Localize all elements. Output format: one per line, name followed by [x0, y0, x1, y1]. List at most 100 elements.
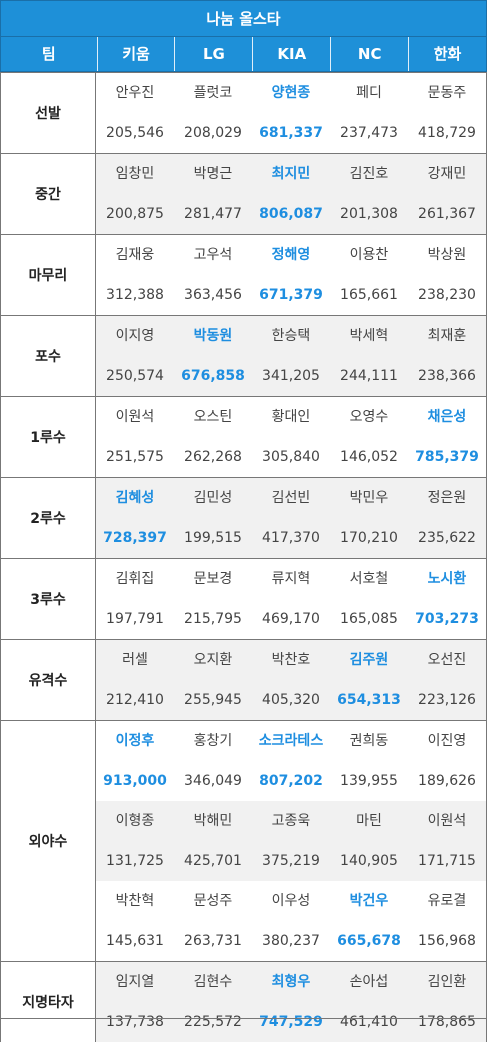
position-group: 3루수 김휘집 문보경 류지혁 서호철 노시환 197,791 215,795 469,170 1…: [1, 558, 486, 639]
position-label: 포수: [1, 316, 96, 396]
player-name: 박민우: [349, 490, 389, 506]
player-name: 러셀: [122, 652, 148, 668]
vote-count-row: 145,631 263,731 380,237 665,678 156,968: [96, 921, 486, 961]
vote-count-row: 250,574 676,858 341,205 244,111 238,366: [96, 356, 486, 396]
vote-count-row: 200,875 281,477 806,087 201,308 261,367: [96, 194, 486, 234]
player-name: 오지환: [193, 652, 233, 668]
page-title: 나눔 올스타: [0, 0, 487, 37]
position-rows: 이지영 박동원 한승택 박세혁 최재훈 250,574 676,858 341,205 244,…: [96, 316, 486, 396]
player-name: 서호철: [349, 571, 389, 587]
player-name-row: 김재웅 고우석 정해영 이용찬 박상원: [96, 235, 486, 275]
position-label: 3루수: [1, 559, 96, 639]
vote-count: 255,945: [184, 692, 242, 708]
vote-count: 281,477: [184, 206, 242, 222]
vote-count: 312,388: [106, 287, 164, 303]
position-group: 중간 임창민 박명근 최지민 김진호 강재민 200,875 281,477 806,087 20…: [1, 153, 486, 234]
vote-count: 238,366: [418, 368, 476, 384]
vote-count: 200,875: [106, 206, 164, 222]
player-name: 노시환: [427, 571, 467, 587]
vote-count-row: 312,388 363,456 671,379 165,661 238,230: [96, 275, 486, 315]
player-name-row: 이원석 오스틴 황대인 오영수 채은성: [96, 397, 486, 437]
vote-count: 305,840: [262, 449, 320, 465]
vote-count: 380,237: [262, 933, 320, 949]
player-name: 박명근: [193, 166, 233, 182]
vote-count: 201,308: [340, 206, 398, 222]
player-name: 박세혁: [349, 328, 389, 344]
vote-count-row: 205,546 208,029 681,337 237,473 418,729: [96, 113, 486, 153]
vote-count: 654,313: [337, 692, 401, 708]
player-name: 최재훈: [427, 328, 467, 344]
vote-count: 238,230: [418, 287, 476, 303]
position-group: 마무리 김재웅 고우석 정해영 이용찬 박상원 312,388 363,456 671,379 1…: [1, 234, 486, 315]
position-rows: 임창민 박명근 최지민 김진호 강재민 200,875 281,477 806,087 201,…: [96, 154, 486, 234]
vote-count: 205,546: [106, 125, 164, 141]
position-rows: 러셀 오지환 박찬호 김주원 오선진 212,410 255,945 405,320 654,3…: [96, 640, 486, 720]
position-label: 마무리: [1, 235, 96, 315]
vote-count: 807,202: [259, 773, 323, 789]
table-header: 팀 키움 LG KIA NC 한화: [0, 37, 487, 72]
player-name: 박찬혁: [115, 893, 155, 909]
player-name: 이정후: [115, 733, 155, 749]
player-name: 손아섭: [349, 974, 389, 990]
vote-count-row: 913,000 346,049 807,202 139,955 189,626: [96, 761, 486, 801]
vote-table: 선발 안우진 플럿코 양현종 페디 문동주 205,546 208,029 681,337 237…: [0, 72, 487, 1042]
position-group: 지명타자 임지열 김현수 최형우 손아섭 김인환 137,738 225,572 747,529…: [1, 961, 486, 1042]
player-name: 정해영: [271, 247, 311, 263]
player-name: 이원석: [115, 409, 155, 425]
vote-count: 665,678: [337, 933, 401, 949]
header-team-kiwoom: 키움: [98, 37, 176, 71]
vote-count: 178,865: [418, 1014, 476, 1030]
vote-count: 250,574: [106, 368, 164, 384]
vote-count: 131,725: [106, 853, 164, 869]
position-rows: 김혜성 김민성 김선빈 박민우 정은원 728,397 199,515 417,370 170,…: [96, 478, 486, 558]
player-name: 채은성: [427, 409, 467, 425]
player-name: 황대인: [271, 409, 311, 425]
player-name: 박해민: [193, 813, 233, 829]
position-rows: 김휘집 문보경 류지혁 서호철 노시환 197,791 215,795 469,170 165,…: [96, 559, 486, 639]
vote-count: 197,791: [106, 611, 164, 627]
player-name: 마틴: [356, 813, 382, 829]
player-name-row: 임창민 박명근 최지민 김진호 강재민: [96, 154, 486, 194]
player-name: 문보경: [193, 571, 233, 587]
player-name: 오영수: [349, 409, 389, 425]
player-name: 김혜성: [115, 490, 155, 506]
position-group: 포수 이지영 박동원 한승택 박세혁 최재훈 250,574 676,858 341,205 24…: [1, 315, 486, 396]
header-team-lg: LG: [175, 37, 254, 71]
player-name: 문성주: [193, 893, 233, 909]
player-name: 박건우: [349, 893, 389, 909]
vote-count: 375,219: [262, 853, 320, 869]
vote-count: 417,370: [262, 530, 320, 546]
vote-count-row: 728,397 199,515 417,370 170,210 235,622: [96, 518, 486, 558]
player-name: 정은원: [427, 490, 467, 506]
header-team-hanwha: 한화: [433, 45, 462, 63]
position-label: 지명타자: [1, 962, 96, 1042]
position-group: 유격수 러셀 오지환 박찬호 김주원 오선진 212,410 255,945 405,320 65…: [1, 639, 486, 720]
position-label: 유격수: [1, 640, 96, 720]
player-name: 이우성: [271, 893, 311, 909]
vote-count: 425,701: [184, 853, 242, 869]
table-bottom-border: [0, 1018, 487, 1019]
position-group: 1루수 이원석 오스틴 황대인 오영수 채은성 251,575 262,268 305,840 1…: [1, 396, 486, 477]
vote-count: 235,622: [418, 530, 476, 546]
vote-count: 405,320: [262, 692, 320, 708]
player-name: 김진호: [349, 166, 389, 182]
player-name: 박상원: [427, 247, 467, 263]
position-label: 선발: [1, 73, 96, 153]
player-name: 유로결: [427, 893, 467, 909]
position-rows: 이원석 오스틴 황대인 오영수 채은성 251,575 262,268 305,840 146,…: [96, 397, 486, 477]
vote-count: 165,661: [340, 287, 398, 303]
player-name-row: 이형종 박해민 고종욱 마틴 이원석: [96, 801, 486, 841]
player-name: 김현수: [193, 974, 233, 990]
player-name: 오스틴: [193, 409, 233, 425]
vote-count-row: 137,738 225,572 747,529 461,410 178,865: [96, 1002, 486, 1042]
vote-count-row: 197,791 215,795 469,170 165,085 703,273: [96, 599, 486, 639]
player-name-row: 이지영 박동원 한승택 박세혁 최재훈: [96, 316, 486, 356]
player-name: 문동주: [427, 85, 467, 101]
vote-count: 199,515: [184, 530, 242, 546]
player-name: 안우진: [115, 85, 155, 101]
player-name: 박동원: [193, 328, 233, 344]
vote-count: 341,205: [262, 368, 320, 384]
player-name: 김휘집: [115, 571, 155, 587]
header-team-label: 팀: [1, 37, 98, 71]
